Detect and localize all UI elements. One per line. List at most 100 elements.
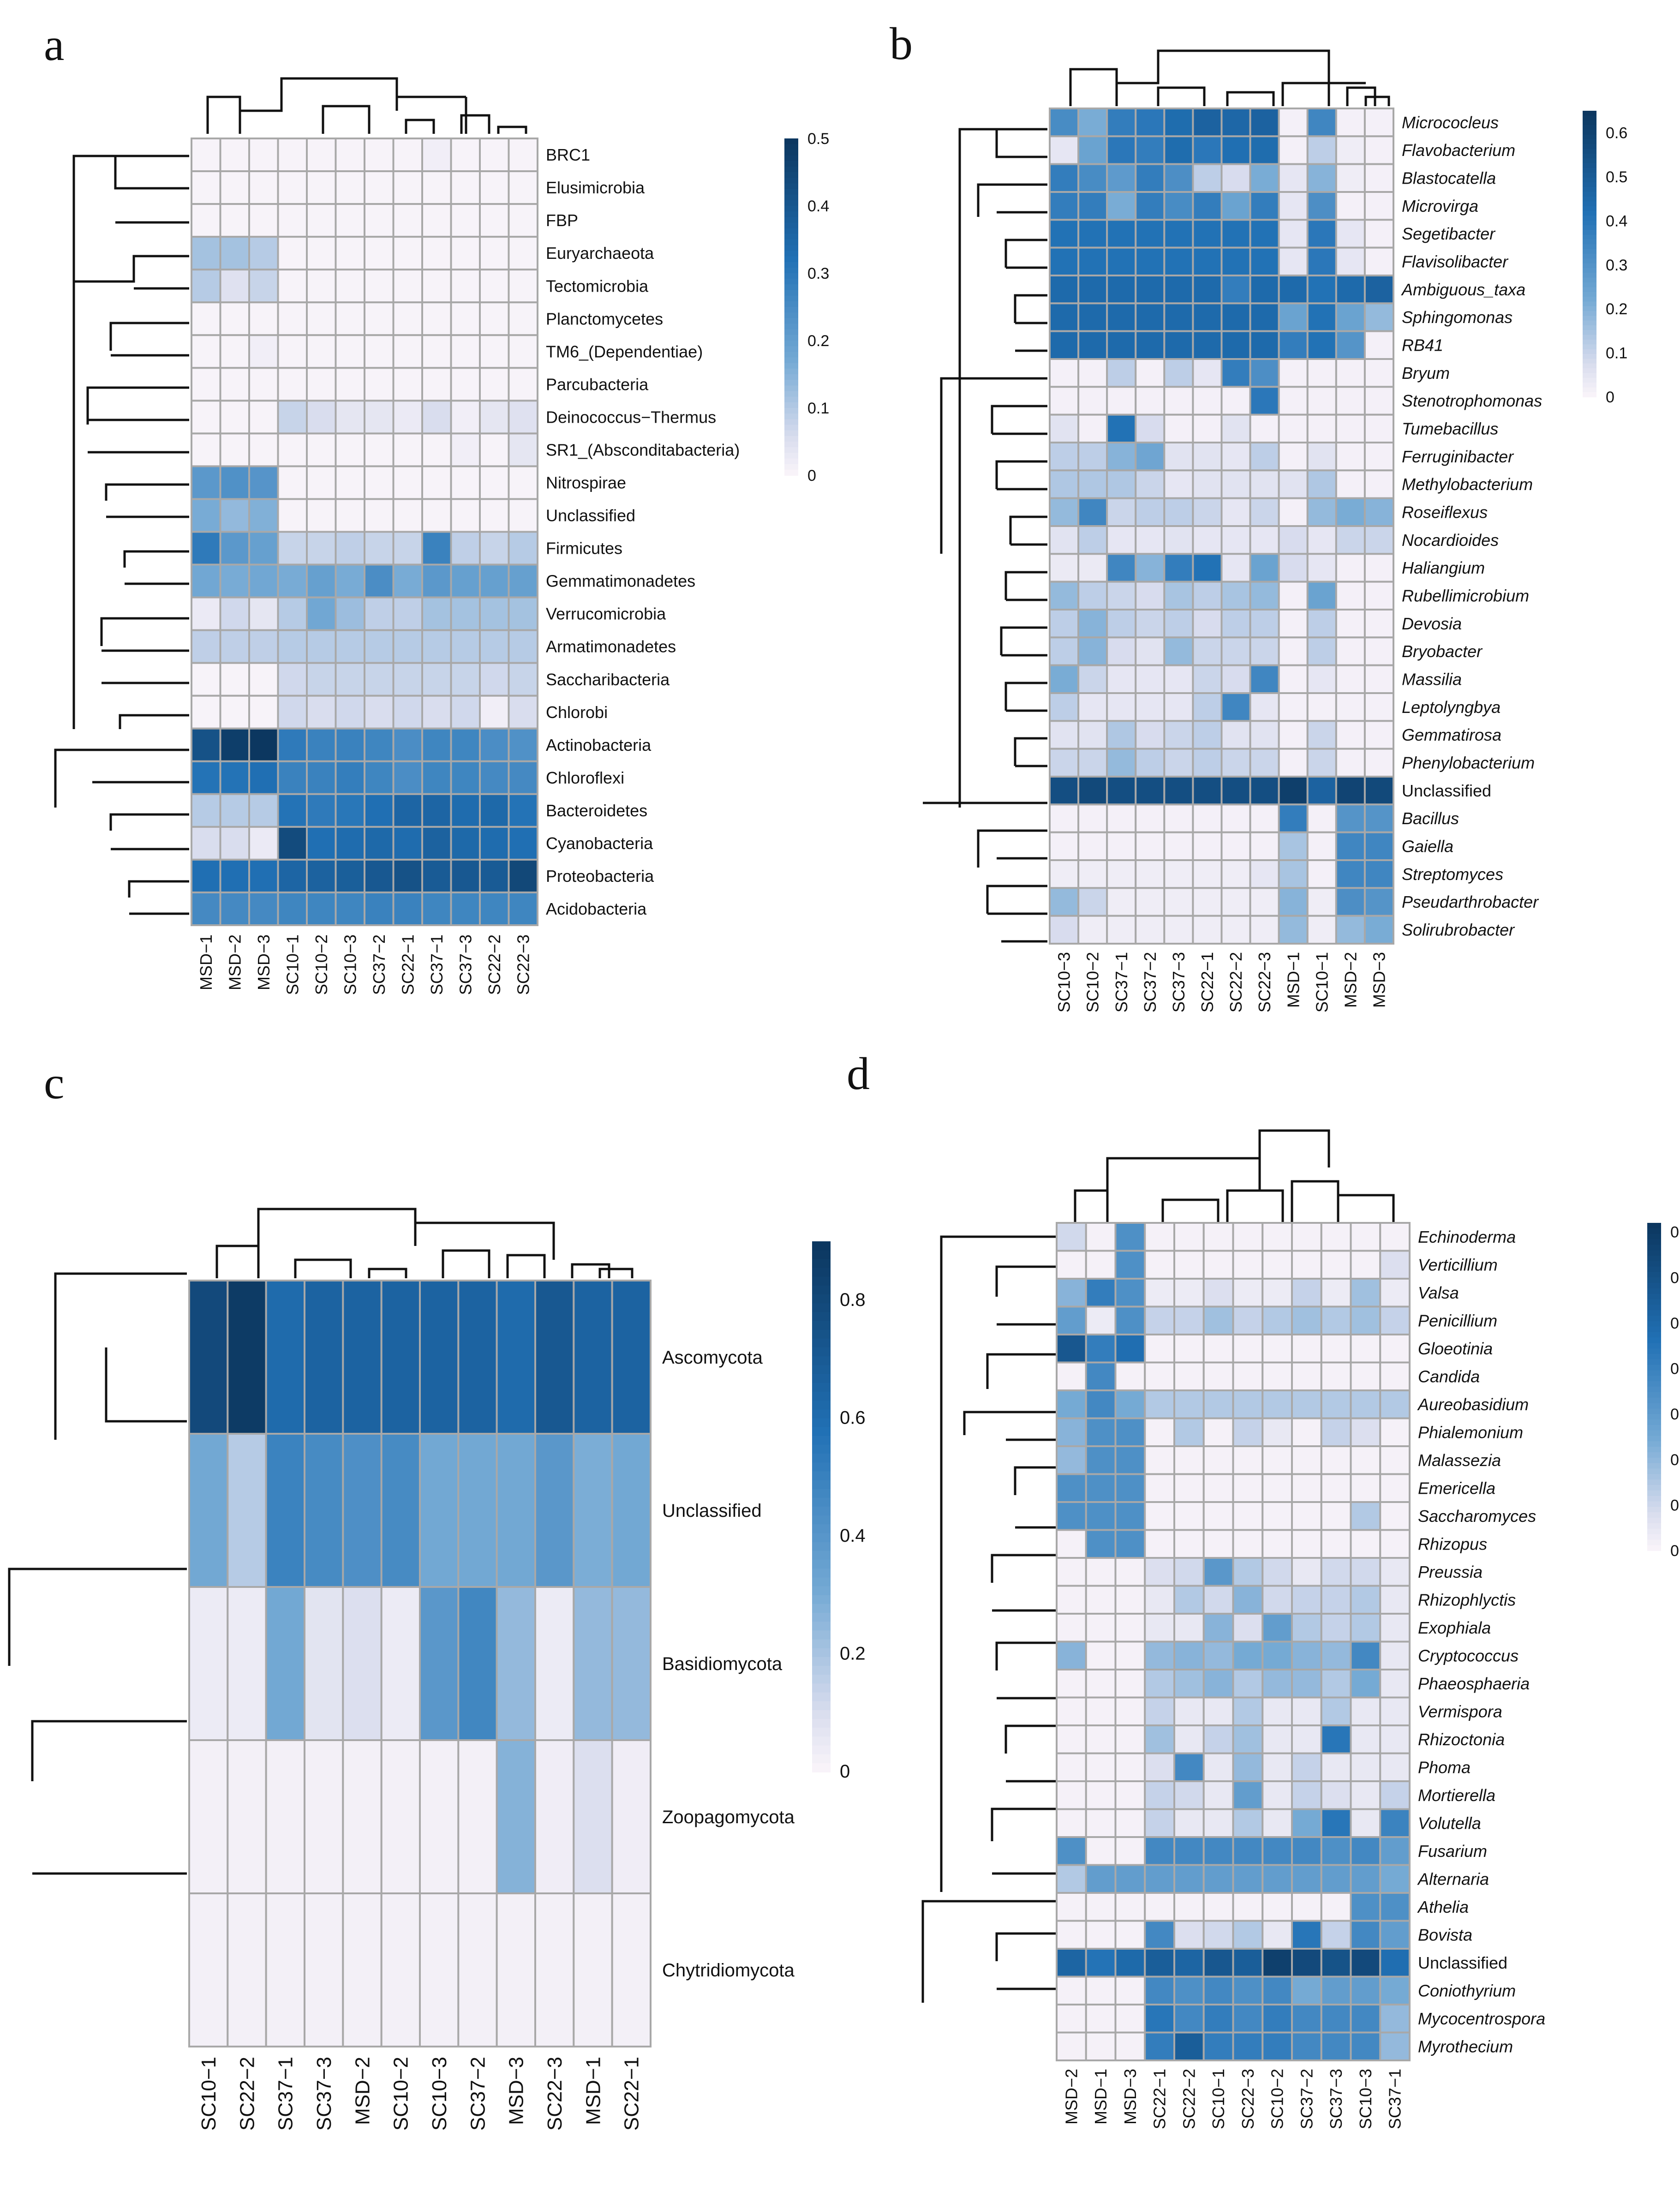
heatmap-cell	[1291, 1305, 1322, 1335]
row-label: Roseiflexus	[1402, 503, 1488, 521]
colorbar-segment	[1647, 1277, 1661, 1284]
heatmap-cell	[1144, 1250, 1175, 1280]
heatmap-cell	[421, 694, 452, 730]
column-label: SC37−2	[1141, 952, 1160, 1012]
heatmap-cell	[1056, 1864, 1087, 1894]
heatmap-cell	[421, 301, 452, 336]
heatmap-cell	[335, 826, 365, 861]
heatmap-cell	[335, 432, 365, 467]
heatmap-cell	[1077, 246, 1108, 277]
heatmap-cell	[1056, 1305, 1087, 1335]
heatmap-cell	[1056, 1557, 1087, 1587]
heatmap-cell	[1192, 525, 1223, 555]
column-label: SC22−3	[544, 2057, 566, 2131]
heatmap-cell	[1085, 1808, 1117, 1838]
heatmap-cell	[1278, 386, 1309, 416]
heatmap-cell	[1077, 191, 1108, 221]
colorbar-segment	[812, 1745, 831, 1755]
heatmap-cell	[1085, 1836, 1117, 1866]
heatmap-cell	[450, 563, 481, 599]
heatmap-cell	[1163, 692, 1194, 722]
heatmap-cell	[306, 760, 337, 795]
heatmap-cell	[1192, 302, 1223, 332]
heatmap-cell	[1202, 1278, 1234, 1308]
colorbar-segment	[1583, 377, 1596, 383]
colorbar-segment	[812, 1586, 831, 1596]
colorbar-segment	[784, 380, 798, 386]
heatmap-cell	[1379, 2031, 1411, 2061]
heatmap-cell	[1379, 1473, 1411, 1503]
heatmap-cell	[364, 498, 395, 533]
heatmap-cell	[1114, 1473, 1146, 1503]
colorbar-segment	[784, 312, 798, 319]
column-label: MSD−3	[1121, 2069, 1140, 2125]
heatmap-cell	[277, 400, 308, 435]
row-label: Tumebacillus	[1402, 419, 1498, 438]
heatmap-cell	[1163, 636, 1194, 666]
colorbar-segment	[1647, 1283, 1661, 1289]
heatmap-cell	[1291, 1389, 1322, 1419]
heatmap-cell	[1291, 1780, 1322, 1810]
colorbar-segment	[784, 222, 798, 229]
row-label: TM6_(Dependentiae)	[546, 342, 703, 361]
heatmap-cell	[573, 1586, 613, 1741]
heatmap-cell	[479, 170, 510, 205]
heatmap-cell	[1335, 302, 1366, 332]
colorbar-segment	[812, 1294, 831, 1304]
heatmap-cell	[1135, 803, 1166, 833]
colorbar-segment	[1647, 1479, 1661, 1485]
heatmap-cell	[1306, 720, 1337, 750]
heatmap-cell	[450, 858, 481, 893]
colorbar-tick-label: 0.5	[1670, 1315, 1680, 1332]
heatmap-b: Micrococleus Flavobacterium Blastocatella M…	[1049, 108, 1542, 1012]
colorbar-segment	[812, 1622, 831, 1631]
heatmap-cell	[1056, 1501, 1087, 1531]
heatmap-cell	[392, 826, 423, 861]
colorbar-segment	[812, 1648, 831, 1658]
row-label: RB41	[1402, 335, 1443, 354]
heatmap-cell	[1232, 1669, 1264, 1699]
row-label: Cyanobacteria	[546, 834, 653, 853]
heatmap-cell	[1106, 692, 1137, 722]
row-label: Methylobacterium	[1402, 475, 1533, 494]
heatmap-cell	[219, 596, 250, 631]
heatmap-cell	[1320, 1613, 1352, 1643]
heatmap-cell	[1144, 1501, 1175, 1531]
heatmap-cell	[1278, 609, 1309, 639]
heatmap-cell	[1077, 581, 1108, 611]
column-label: SC37−3	[313, 2057, 335, 2131]
heatmap-cell	[1173, 1864, 1205, 1894]
colorbar-segment	[812, 1736, 831, 1746]
heatmap-cell	[1056, 1529, 1087, 1559]
row-label: Bryum	[1402, 364, 1450, 383]
heatmap-cell	[277, 727, 308, 762]
heatmap-cell	[1144, 1222, 1175, 1252]
heatmap-cell	[1056, 1250, 1087, 1280]
row-label: Armatimonadetes	[546, 637, 676, 656]
row-label: Parcubacteria	[546, 375, 649, 394]
colorbar-segment	[1647, 1381, 1661, 1387]
heatmap-cell	[1135, 469, 1166, 499]
heatmap-cell	[1077, 915, 1108, 945]
heatmap-cell	[1278, 191, 1309, 221]
colorbar-segment	[1647, 1441, 1661, 1448]
heatmap-cell	[1249, 776, 1280, 806]
colorbar-segment	[812, 1613, 831, 1622]
heatmap-cell	[1220, 275, 1251, 305]
heatmap-cell	[1350, 1669, 1381, 1699]
heatmap-cell	[1163, 135, 1194, 165]
heatmap-cell	[1056, 2004, 1087, 2034]
heatmap-cell	[1135, 636, 1166, 666]
heatmap-cell	[1278, 246, 1309, 277]
heatmap-cell	[248, 662, 279, 697]
heatmap-cell	[248, 170, 279, 205]
heatmap-cell	[479, 629, 510, 664]
heatmap-cell	[1106, 859, 1137, 889]
heatmap-cell	[304, 1433, 344, 1588]
row-label: Preussia	[1418, 1562, 1483, 1581]
heatmap-cell	[479, 694, 510, 730]
colorbar-segment	[1583, 182, 1596, 188]
heatmap-cell	[219, 301, 250, 336]
heatmap-cell	[392, 793, 423, 828]
row-label: Chloroflexi	[546, 768, 624, 787]
